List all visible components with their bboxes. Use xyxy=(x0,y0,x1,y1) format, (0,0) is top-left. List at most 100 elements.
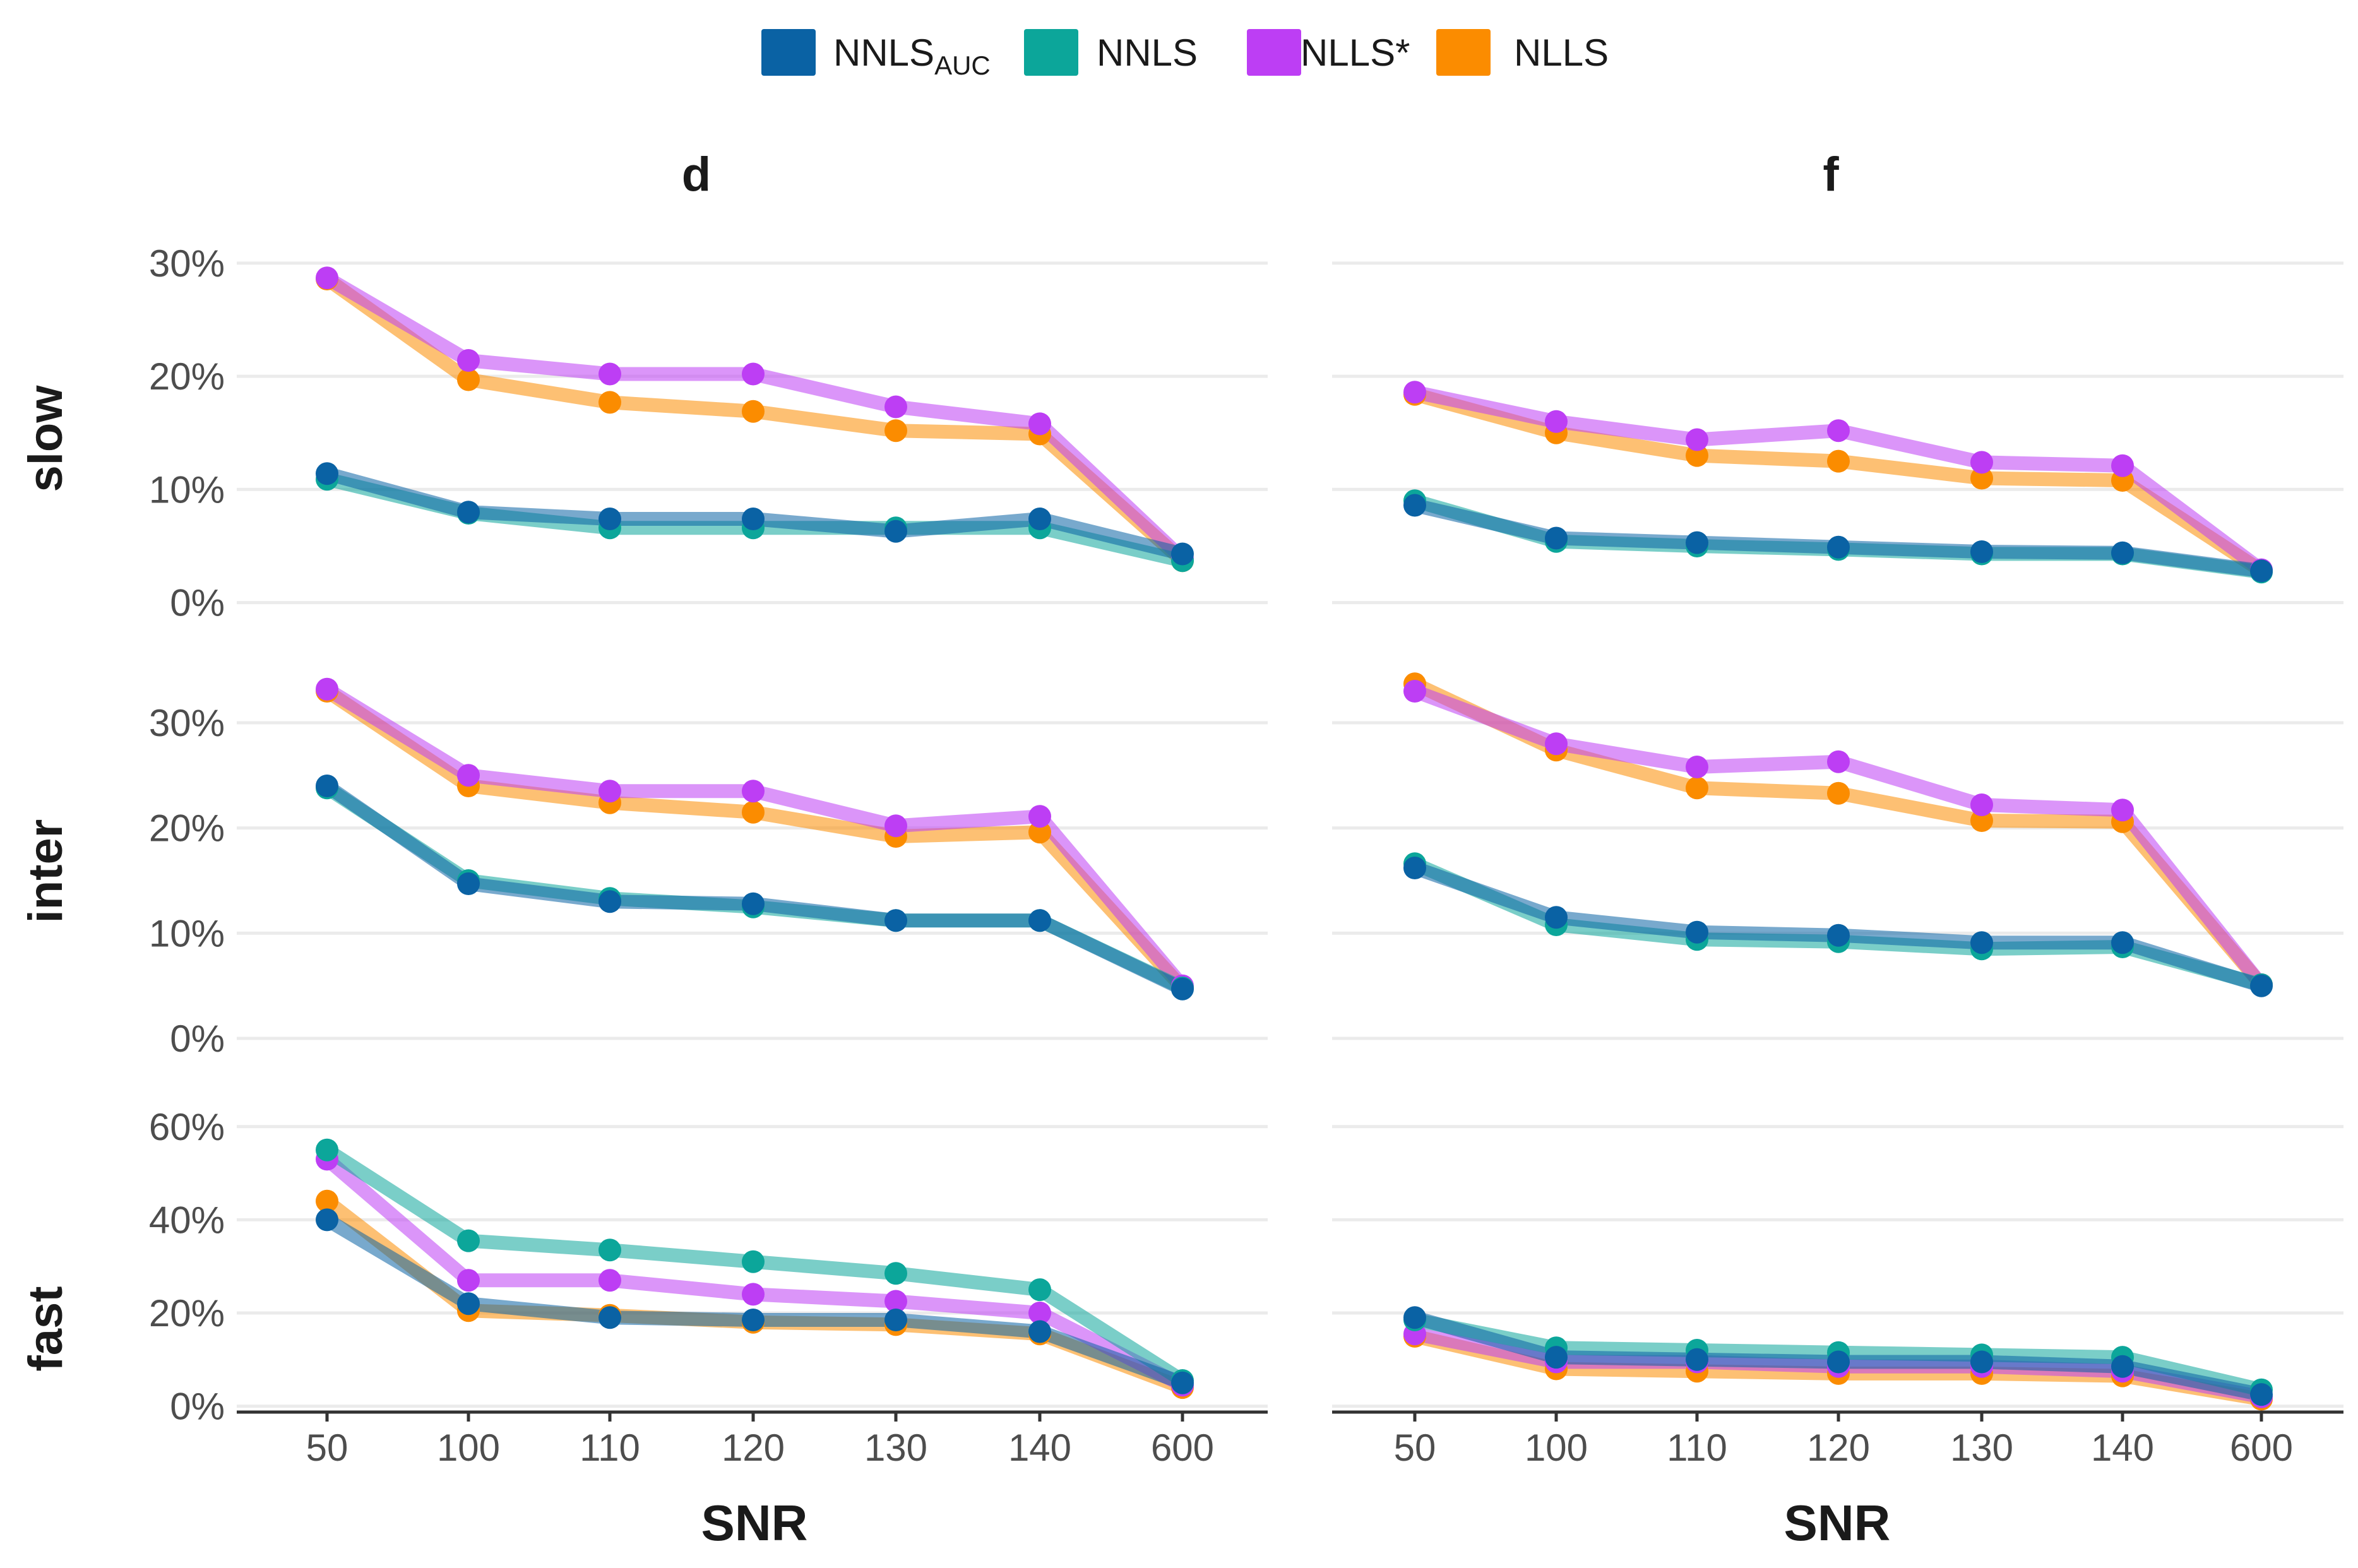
svg-text:NNLSAUC: NNLSAUC xyxy=(833,32,991,80)
point-d-fast-nllsstar-140 xyxy=(1028,1302,1051,1324)
x-tick-label-d-110: 110 xyxy=(580,1427,640,1469)
point-d-fast-nllsstar-120 xyxy=(742,1283,765,1306)
point-d-slow-nllsstar-50 xyxy=(316,266,338,290)
point-f-slow-nllsstar-110 xyxy=(1686,428,1708,451)
panel-d-slow xyxy=(316,266,1194,573)
legend-label-nnls: NNLS xyxy=(1097,32,1198,74)
point-f-inter-nllsstar-130 xyxy=(1970,793,1993,816)
point-f-fast-nnlsauc-130 xyxy=(1970,1350,1993,1374)
y-tick-label-fast-60: 60% xyxy=(149,1106,225,1148)
x-tick-label-f-130: 130 xyxy=(1950,1427,2013,1469)
y-tick-label-fast-0: 0% xyxy=(170,1386,225,1428)
legend-item-nnls[interactable]: NNLS xyxy=(1024,29,1198,76)
legend-swatch-nllsstar xyxy=(1247,29,1301,76)
point-d-inter-nnlsauc-130 xyxy=(884,909,907,932)
point-f-slow-nnlsauc-100 xyxy=(1545,526,1568,550)
point-d-slow-nlls-120 xyxy=(742,400,765,423)
point-d-fast-nnls-100 xyxy=(457,1229,480,1252)
point-f-slow-nnlsauc-110 xyxy=(1686,531,1708,554)
point-d-slow-nnlsauc-120 xyxy=(742,508,765,530)
legend-item-nllsstar[interactable]: NLLS* xyxy=(1247,29,1410,76)
point-f-inter-nlls-130 xyxy=(1970,809,1993,832)
legend-item-nlls[interactable]: NLLS xyxy=(1436,29,1609,76)
x-tick-label-d-50: 50 xyxy=(306,1427,348,1469)
point-d-fast-nllsstar-130 xyxy=(884,1290,907,1313)
panel-d-fast xyxy=(316,1138,1194,1399)
point-d-slow-nnlsauc-140 xyxy=(1028,508,1051,530)
x-tick-label-d-130: 130 xyxy=(864,1427,927,1469)
point-d-inter-nnlsauc-140 xyxy=(1028,909,1051,932)
legend-swatch-nnlsauc xyxy=(761,29,816,76)
panels: 0% 10% 20% 30% 0% 10% 20% 30% 0% 20% 40% 60% xyxy=(149,242,2343,1428)
point-d-slow-nnlsauc-600 xyxy=(1171,542,1194,566)
x-tick-label-d-140: 140 xyxy=(1008,1427,1071,1469)
point-d-fast-nllsstar-110 xyxy=(598,1269,621,1292)
point-d-fast-nnlsauc-140 xyxy=(1028,1320,1051,1343)
panel-f-slow xyxy=(1403,381,2273,584)
point-f-fast-nnlsauc-50 xyxy=(1403,1306,1426,1329)
y-tick-label-fast-20: 20% xyxy=(149,1292,225,1334)
point-f-fast-nnlsauc-100 xyxy=(1545,1346,1568,1369)
point-d-fast-nlls-50 xyxy=(316,1189,338,1213)
point-d-inter-nlls-140 xyxy=(1028,821,1051,844)
y-tick-label-inter-0: 0% xyxy=(170,1018,225,1060)
point-f-inter-nllsstar-100 xyxy=(1545,732,1568,756)
point-d-fast-nnls-130 xyxy=(884,1262,907,1285)
point-d-inter-nllsstar-50 xyxy=(316,677,338,701)
y-tick-label-fast-40: 40% xyxy=(149,1199,225,1241)
y-tick-label-slow-0: 0% xyxy=(170,582,225,624)
column-label-d: d xyxy=(682,148,711,201)
point-f-inter-nllsstar-120 xyxy=(1827,750,1850,773)
x-tick-label-d-600: 600 xyxy=(1151,1427,1214,1469)
row-label-fast: fast xyxy=(19,1286,73,1371)
point-f-fast-nnlsauc-600 xyxy=(2250,1383,2273,1406)
panel-f-fast xyxy=(1403,1306,2273,1411)
point-f-slow-nnlsauc-140 xyxy=(2111,541,2134,564)
point-d-slow-nllsstar-110 xyxy=(598,362,621,386)
column-label-f: f xyxy=(1823,148,1839,201)
point-d-slow-nlls-110 xyxy=(598,391,621,414)
point-d-inter-nnlsauc-100 xyxy=(457,872,480,895)
legend-item-nnlsauc[interactable]: NNLSAUC xyxy=(761,29,991,80)
point-f-slow-nnlsauc-50 xyxy=(1403,494,1426,517)
point-f-slow-nlls-110 xyxy=(1686,444,1708,467)
x-tick-label-f-50: 50 xyxy=(1394,1427,1436,1469)
x-tick-label-f-120: 120 xyxy=(1807,1427,1870,1469)
point-f-slow-nllsstar-50 xyxy=(1403,381,1426,404)
legend-swatch-nlls xyxy=(1436,29,1491,76)
point-d-slow-nlls-130 xyxy=(884,419,907,442)
point-f-inter-nllsstar-140 xyxy=(2111,799,2134,822)
panel-d-inter xyxy=(316,677,1194,1001)
point-d-inter-nllsstar-110 xyxy=(598,780,621,803)
legend-label-nlls: NLLS xyxy=(1514,32,1609,74)
point-d-slow-nllsstar-100 xyxy=(457,349,480,372)
point-d-fast-nllsstar-100 xyxy=(457,1269,480,1292)
point-f-inter-nnlsauc-110 xyxy=(1686,920,1708,944)
point-f-fast-nnlsauc-140 xyxy=(2111,1355,2134,1378)
point-f-slow-nllsstar-140 xyxy=(2111,454,2134,477)
x-tick-label-f-100: 100 xyxy=(1525,1427,1588,1469)
legend-label-nnlsauc: NNLS xyxy=(833,32,934,74)
x-axis-title-d: SNR xyxy=(701,1495,808,1551)
point-d-slow-nnlsauc-50 xyxy=(316,462,338,485)
point-f-slow-nlls-120 xyxy=(1827,449,1850,473)
point-d-inter-nnlsauc-110 xyxy=(598,890,621,913)
point-f-slow-nnlsauc-120 xyxy=(1827,535,1850,559)
point-d-fast-nnls-50 xyxy=(316,1138,338,1161)
point-d-slow-nlls-100 xyxy=(457,368,480,391)
point-d-fast-nnlsauc-50 xyxy=(316,1208,338,1232)
point-f-inter-nllsstar-50 xyxy=(1403,680,1426,703)
point-d-fast-nnlsauc-130 xyxy=(884,1309,907,1331)
point-d-slow-nllsstar-130 xyxy=(884,395,907,419)
point-d-inter-nllsstar-130 xyxy=(884,814,907,838)
legend: NNLSAUC NNLS NLLS* NLLS xyxy=(761,29,1609,80)
point-d-slow-nllsstar-140 xyxy=(1028,412,1051,436)
legend-swatch-nnls xyxy=(1024,29,1078,76)
x-axis-title-f: SNR xyxy=(1784,1495,1891,1551)
point-d-inter-nlls-120 xyxy=(742,800,765,824)
x-tick-label-d-100: 100 xyxy=(437,1427,500,1469)
point-f-inter-nnlsauc-140 xyxy=(2111,931,2134,954)
point-d-slow-nnlsauc-130 xyxy=(884,520,907,543)
series-line-d-inter-nllsstar xyxy=(320,682,1189,993)
